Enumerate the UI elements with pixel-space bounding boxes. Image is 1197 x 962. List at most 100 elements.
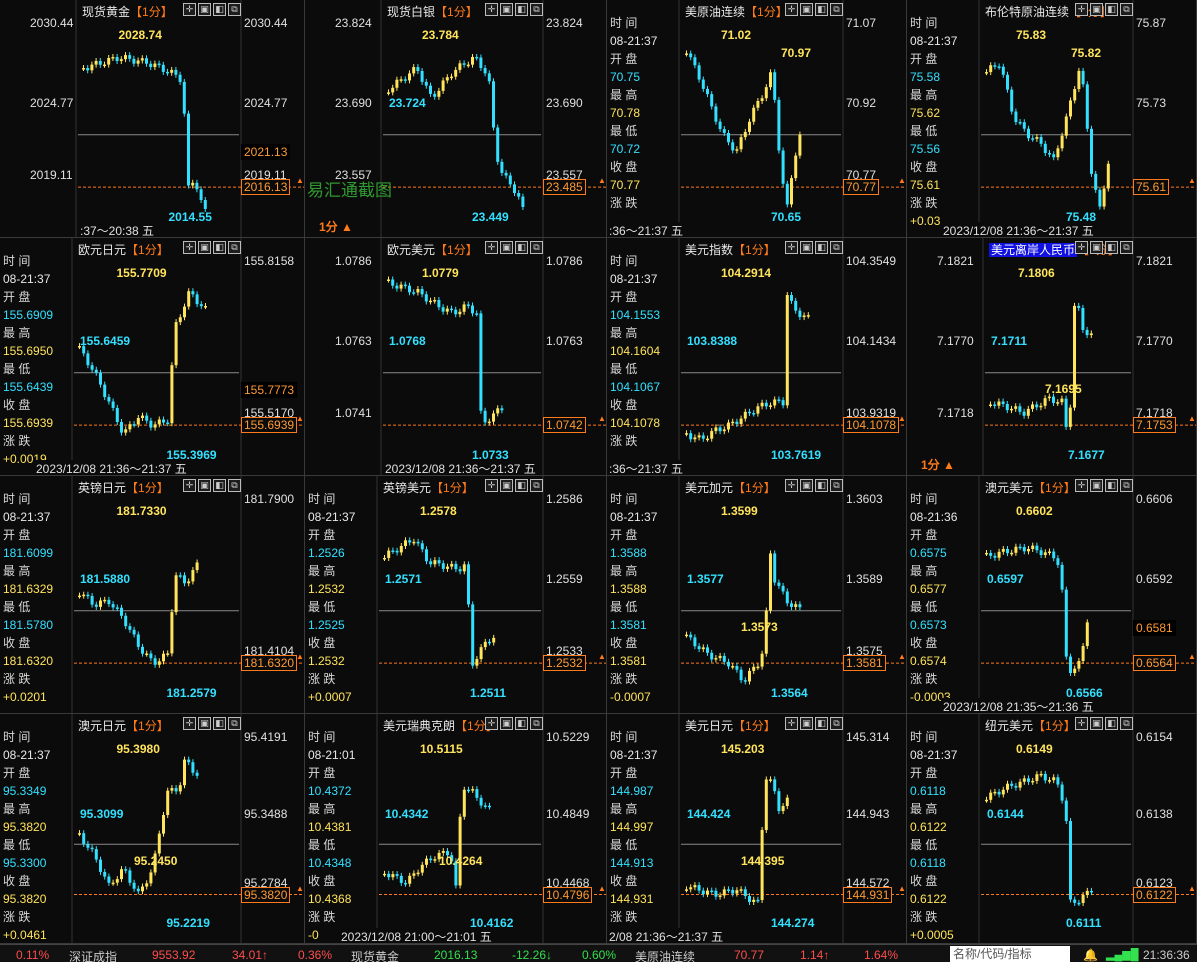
minimize-icon[interactable]: ▣ — [800, 479, 813, 492]
restore-icon[interactable]: ◧ — [1105, 3, 1118, 16]
chart-panel[interactable]: 英镑美元【1分】 ✛ ▣ ◧ ⧉ 1.2586 1.2559 1.2533 时 间 08-21:3… — [305, 476, 607, 714]
move-icon[interactable]: ✛ — [485, 3, 498, 16]
maximize-icon[interactable]: ⧉ — [830, 717, 843, 730]
maximize-icon[interactable]: ⧉ — [830, 241, 843, 254]
panel-title[interactable]: 美元瑞典克朗【1分】 — [383, 717, 498, 734]
move-icon[interactable]: ✛ — [485, 717, 498, 730]
restore-icon[interactable]: ◧ — [213, 717, 226, 730]
restore-icon[interactable]: ◧ — [815, 479, 828, 492]
status-index-name[interactable]: 深证成指 — [69, 950, 118, 962]
maximize-icon[interactable]: ⧉ — [530, 479, 543, 492]
move-icon[interactable]: ✛ — [785, 479, 798, 492]
chart-panel[interactable]: 澳元日元【1分】 ✛ ▣ ◧ ⧉ 95.4191 95.3488 95.2784 时 间 08-2… — [0, 714, 305, 944]
panel-title[interactable]: 欧元美元【1分】 — [387, 241, 478, 258]
restore-icon[interactable]: ◧ — [1105, 479, 1118, 492]
panel-title[interactable]: 欧元日元【1分】 — [78, 241, 169, 258]
panel-title[interactable]: 澳元日元【1分】 — [78, 717, 169, 734]
maximize-icon[interactable]: ⧉ — [228, 479, 241, 492]
search-input[interactable]: 名称/代码/指标 — [950, 946, 1070, 962]
restore-icon[interactable]: ◧ — [1105, 717, 1118, 730]
candle-chart[interactable] — [607, 476, 907, 714]
panel-title[interactable]: 美原油连续【1分】 — [685, 3, 788, 20]
chart-panel[interactable]: 美元离岸人民币【1分】✛▣◧⧉7.18217.17707.17187.18217… — [907, 238, 1197, 476]
chart-panel[interactable]: 美原油连续【1分】 ✛ ▣ ◧ ⧉ 71.07 70.92 70.77 时 间 08-21:37 开… — [607, 0, 907, 238]
chart-panel[interactable]: 欧元日元【1分】 ✛ ▣ ◧ ⧉ 155.8158 155.5170 时 间 08-21:37 开… — [0, 238, 305, 476]
restore-icon[interactable]: ◧ — [815, 241, 828, 254]
maximize-icon[interactable]: ⧉ — [1120, 241, 1133, 254]
candle-chart[interactable] — [607, 238, 907, 476]
minimize-icon[interactable]: ▣ — [800, 717, 813, 730]
panel-title[interactable]: 美元日元【1分】 — [685, 717, 776, 734]
maximize-icon[interactable]: ⧉ — [1120, 717, 1133, 730]
minimize-icon[interactable]: ▣ — [198, 479, 211, 492]
status-gold-name[interactable]: 现货黄金 — [351, 950, 400, 962]
candle-chart[interactable] — [305, 476, 607, 714]
maximize-icon[interactable]: ⧉ — [228, 241, 241, 254]
move-icon[interactable]: ✛ — [1075, 3, 1088, 16]
panel-title[interactable]: 美元加元【1分】 — [685, 479, 776, 496]
move-icon[interactable]: ✛ — [785, 717, 798, 730]
move-icon[interactable]: ✛ — [485, 479, 498, 492]
chart-panel[interactable]: 现货白银【1分】 ✛ ▣ ◧ ⧉ 23.824 23.690 23.557 23.824 23.6… — [305, 0, 607, 238]
panel-title[interactable]: 英镑美元【1分】 — [383, 479, 474, 496]
minimize-icon[interactable]: ▣ — [1090, 717, 1103, 730]
maximize-icon[interactable]: ⧉ — [228, 717, 241, 730]
restore-icon[interactable]: ◧ — [515, 717, 528, 730]
candle-chart[interactable] — [607, 0, 907, 238]
minimize-icon[interactable]: ▣ — [500, 241, 513, 254]
chart-panel[interactable]: 欧元美元【1分】 ✛ ▣ ◧ ⧉ 1.0786 1.0763 1.0786 1.0763 1.07… — [305, 238, 607, 476]
candle-chart[interactable] — [907, 714, 1197, 944]
chart-panel[interactable]: 纽元美元【1分】 ✛ ▣ ◧ ⧉ 0.6154 0.6138 0.6123 时 间 08-21:3… — [907, 714, 1197, 944]
maximize-icon[interactable]: ⧉ — [228, 3, 241, 16]
candle-chart[interactable] — [907, 0, 1197, 238]
maximize-icon[interactable]: ⧉ — [830, 3, 843, 16]
restore-icon[interactable]: ◧ — [515, 241, 528, 254]
chart-panel[interactable]: 美元加元【1分】 ✛ ▣ ◧ ⧉ 1.3603 1.3589 1.3575 时 间 08-21:3… — [607, 476, 907, 714]
maximize-icon[interactable]: ⧉ — [530, 241, 543, 254]
maximize-icon[interactable]: ⧉ — [1120, 479, 1133, 492]
panel-title[interactable]: 纽元美元【1分】 — [985, 717, 1076, 734]
restore-icon[interactable]: ◧ — [1105, 241, 1118, 254]
move-icon[interactable]: ✛ — [785, 3, 798, 16]
maximize-icon[interactable]: ⧉ — [1120, 3, 1133, 16]
maximize-icon[interactable]: ⧉ — [530, 3, 543, 16]
maximize-icon[interactable]: ⧉ — [530, 717, 543, 730]
period-indicator[interactable]: 1分 ▲ — [921, 456, 955, 473]
period-indicator[interactable]: 1分 ▲ — [319, 218, 353, 235]
move-icon[interactable]: ✛ — [1075, 241, 1088, 254]
minimize-icon[interactable]: ▣ — [800, 3, 813, 16]
move-icon[interactable]: ✛ — [183, 717, 196, 730]
restore-icon[interactable]: ◧ — [815, 3, 828, 16]
chart-panel[interactable]: 澳元美元【1分】 ✛ ▣ ◧ ⧉ 0.6606 0.6592 时 间 08-21:36 开 盘 0.… — [907, 476, 1197, 714]
candle-chart[interactable] — [907, 476, 1197, 714]
maximize-icon[interactable]: ⧉ — [830, 479, 843, 492]
move-icon[interactable]: ✛ — [183, 3, 196, 16]
restore-icon[interactable]: ◧ — [515, 479, 528, 492]
move-icon[interactable]: ✛ — [785, 241, 798, 254]
minimize-icon[interactable]: ▣ — [500, 3, 513, 16]
minimize-icon[interactable]: ▣ — [198, 717, 211, 730]
chart-panel[interactable]: 现货黄金【1分】 ✛ ▣ ◧ ⧉ 2030.44 2024.77 2019.11 2030.44… — [0, 0, 305, 238]
minimize-icon[interactable]: ▣ — [1090, 3, 1103, 16]
panel-title[interactable]: 美元指数【1分】 — [685, 241, 776, 258]
restore-icon[interactable]: ◧ — [213, 479, 226, 492]
minimize-icon[interactable]: ▣ — [500, 717, 513, 730]
panel-title[interactable]: 澳元美元【1分】 — [985, 479, 1076, 496]
bell-icon[interactable]: 🔔 — [1083, 948, 1098, 962]
candle-chart[interactable] — [607, 714, 907, 944]
move-icon[interactable]: ✛ — [1075, 479, 1088, 492]
candle-chart[interactable] — [0, 714, 305, 944]
status-oil-name[interactable]: 美原油连续 — [635, 950, 696, 962]
restore-icon[interactable]: ◧ — [815, 717, 828, 730]
candle-chart[interactable] — [0, 0, 305, 238]
move-icon[interactable]: ✛ — [183, 479, 196, 492]
panel-title[interactable]: 现货白银【1分】 — [387, 3, 478, 20]
chart-panel[interactable]: 美元瑞典克朗【1分】✛▣◧⧉10.5229 10.4849 10.4468 时 间 08… — [305, 714, 607, 944]
restore-icon[interactable]: ◧ — [213, 241, 226, 254]
minimize-icon[interactable]: ▣ — [1090, 241, 1103, 254]
minimize-icon[interactable]: ▣ — [800, 241, 813, 254]
panel-title[interactable]: 英镑日元【1分】 — [78, 479, 169, 496]
move-icon[interactable]: ✛ — [183, 241, 196, 254]
move-icon[interactable]: ✛ — [485, 241, 498, 254]
